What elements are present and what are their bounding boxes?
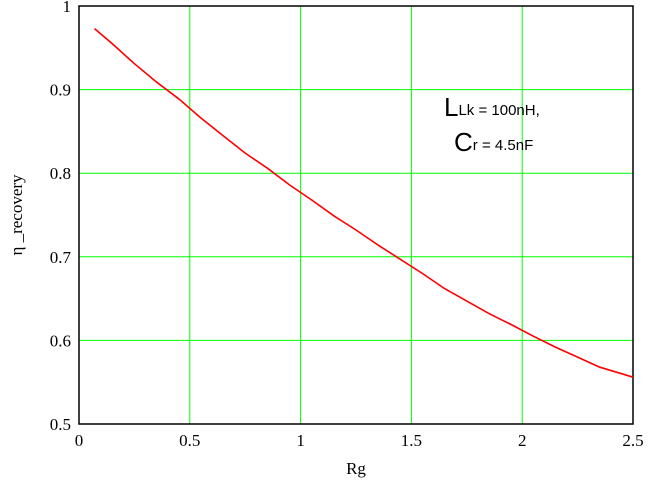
annotation-l-symbol: L xyxy=(444,92,458,122)
x-axis-label: Rg xyxy=(346,459,366,478)
x-tick-label: 0 xyxy=(75,431,84,450)
series-line xyxy=(93,27,634,378)
annotation-l-value: Lk = 100nH, xyxy=(458,102,539,119)
plot-frame xyxy=(78,5,634,425)
y-tick-label: 0.5 xyxy=(50,415,71,434)
svg-text:LLk = 100nH,: LLk = 100nH, xyxy=(444,92,540,122)
tick-labels: 0 0.5 1 1.5 2 2.50.50.60.70.80.91 xyxy=(50,0,644,450)
y-tick-label: 0.9 xyxy=(50,81,71,100)
x-tick-label: 2.5 xyxy=(622,431,643,450)
x-tick-label: 1.5 xyxy=(401,431,422,450)
x-tick-label: 2 xyxy=(518,431,527,450)
parameter-annotation: LLk = 100nH, Cr = 4.5nF xyxy=(444,92,540,157)
y-tick-label: 0.7 xyxy=(50,248,72,267)
annotation-c-value: r = 4.5nF xyxy=(473,137,533,154)
y-axis-label: η _recovery xyxy=(7,174,26,256)
annotation-c-symbol: C xyxy=(454,127,473,157)
svg-text:Cr = 4.5nF: Cr = 4.5nF xyxy=(454,127,533,157)
y-tick-label: 0.6 xyxy=(50,331,71,350)
y-tick-label: 0.8 xyxy=(50,164,71,183)
x-tick-label: 0.5 xyxy=(179,431,200,450)
x-tick-label: 1 xyxy=(296,431,305,450)
grid-lines xyxy=(78,5,634,425)
y-tick-label: 1 xyxy=(63,0,72,16)
series-group xyxy=(93,27,634,378)
